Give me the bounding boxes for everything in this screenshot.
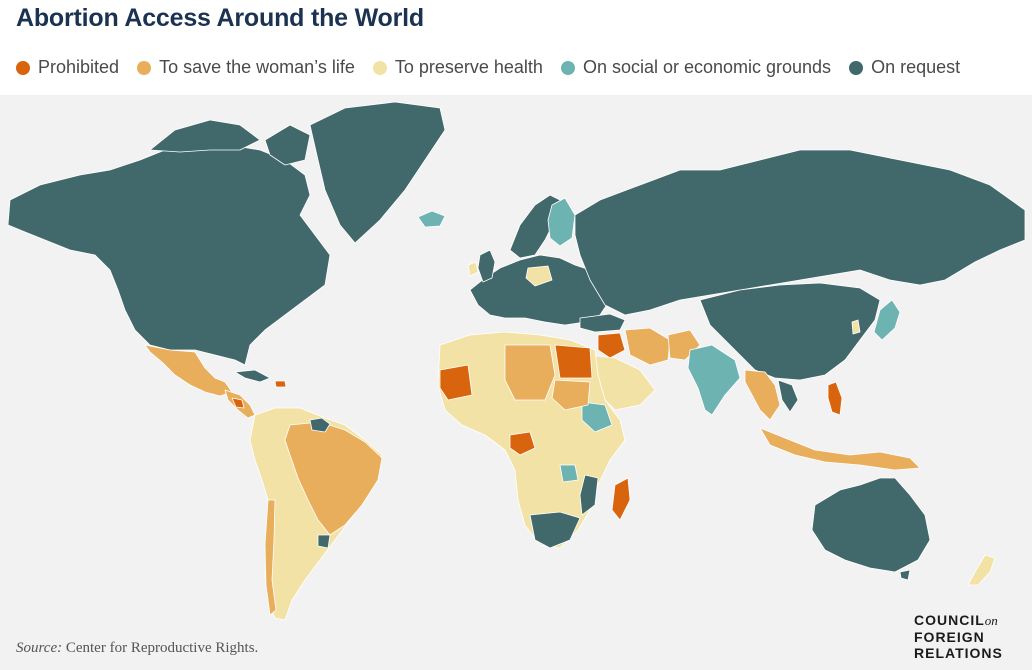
logo-line-2: FOREIGN [914,629,985,645]
region-egypt [554,344,593,379]
region-poland [525,265,553,287]
region-iraq [597,332,626,359]
logo-line-1: COUNCILon [914,612,1003,629]
legend-label: Prohibited [38,57,120,77]
region-mauritania [439,364,473,401]
region-turkey [579,313,626,333]
source-label: Source: [16,640,63,656]
logo-word-council: COUNCIL [914,612,985,628]
region-china [699,282,881,381]
region-japan [873,299,901,341]
region-ireland [467,261,479,277]
region-indonesia [759,427,921,471]
region-sahel [504,344,556,401]
legend-item-health: To preserve health [372,57,543,78]
region-north-america [7,139,331,366]
legend-item-prohibited: Prohibited [16,57,119,78]
world-map [7,101,1026,621]
region-tasmania [899,569,911,581]
legend-dot-icon [372,60,387,75]
legend: Prohibited To save the woman’s life To p… [16,57,960,78]
logo-line-3: RELATIONS [914,645,1003,661]
region-greenland [309,101,446,244]
region-philippines [827,381,843,416]
legend-label: To save the woman’s life [159,57,355,77]
legend-item-life: To save the woman’s life [137,57,355,78]
legend-label: On request [871,57,961,77]
region-iceland [417,210,446,228]
region-arctic-islands [149,119,261,153]
legend-label: On social or economic grounds [582,57,832,77]
region-vietnam [777,379,799,413]
header: Abortion Access Around the World Prohibi… [0,0,1032,95]
region-baffin [264,124,311,166]
region-madagascar [611,477,631,521]
region-india [687,344,741,416]
legend-dot-icon [137,60,152,75]
region-new-zealand [967,554,996,586]
logo-word-on: on [984,613,998,628]
source-note: Source: Center for Reproductive Rights. [16,640,258,657]
region-sudan [551,379,591,411]
region-guianas [309,417,331,433]
region-south-africa [529,511,581,549]
source-text: Center for Reproductive Rights. [65,640,259,656]
region-uk [477,249,496,283]
region-zambia [559,464,579,483]
region-congo [509,431,536,456]
region-cuba [234,369,271,383]
region-se-asia [744,369,781,421]
region-mozambique [579,474,599,516]
legend-label: To preserve health [394,57,543,77]
legend-item-social: On social or economic grounds [560,57,832,78]
region-australia [811,477,931,573]
region-ethiopia [581,401,613,433]
region-uruguay [317,534,331,549]
legend-dot-icon [849,60,864,75]
legend-item-request: On request [849,57,960,78]
map-title: Abortion Access Around the World [16,4,424,32]
region-south-korea [851,319,861,335]
region-iran [624,327,671,366]
region-brazil [284,421,383,536]
region-russia [574,149,1026,316]
legend-dot-icon [16,60,30,75]
legend-dot-icon [560,60,575,75]
region-chile [264,499,277,616]
cfr-logo: COUNCILon FOREIGN RELATIONS [914,612,1003,661]
region-finland [547,197,576,247]
region-honduras [231,397,245,409]
region-hispaniola [274,380,287,388]
